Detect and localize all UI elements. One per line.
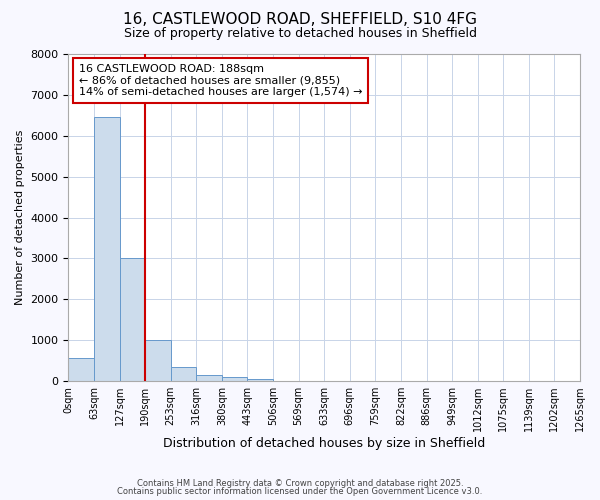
Bar: [119, 258, 145, 381]
Text: Size of property relative to detached houses in Sheffield: Size of property relative to detached ho…: [124, 28, 476, 40]
Bar: [94, 118, 119, 381]
Bar: [247, 378, 273, 381]
Bar: [196, 375, 222, 381]
Text: 16 CASTLEWOOD ROAD: 188sqm
← 86% of detached houses are smaller (9,855)
14% of s: 16 CASTLEWOOD ROAD: 188sqm ← 86% of deta…: [79, 64, 362, 97]
Bar: [222, 378, 247, 381]
Bar: [145, 340, 171, 381]
X-axis label: Distribution of detached houses by size in Sheffield: Distribution of detached houses by size …: [163, 437, 485, 450]
Text: Contains HM Land Registry data © Crown copyright and database right 2025.: Contains HM Land Registry data © Crown c…: [137, 478, 463, 488]
Bar: [171, 367, 196, 381]
Text: Contains public sector information licensed under the Open Government Licence v3: Contains public sector information licen…: [118, 487, 482, 496]
Y-axis label: Number of detached properties: Number of detached properties: [15, 130, 25, 305]
Bar: [68, 358, 94, 381]
Text: 16, CASTLEWOOD ROAD, SHEFFIELD, S10 4FG: 16, CASTLEWOOD ROAD, SHEFFIELD, S10 4FG: [123, 12, 477, 28]
